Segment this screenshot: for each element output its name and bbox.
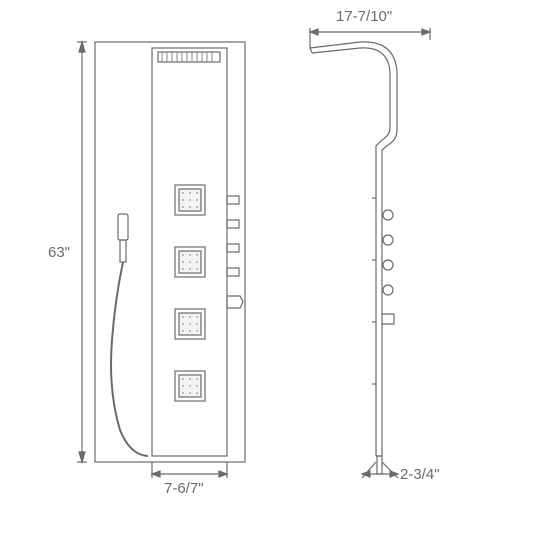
handheld-shower	[111, 214, 148, 456]
side-body-outline	[310, 42, 397, 456]
technical-drawing: 63" 7-6/7" 17-7/10" 2-3/4"	[0, 0, 533, 533]
top-depth-label: 17-7/10"	[336, 8, 392, 25]
front-outer-box	[95, 42, 245, 462]
side-view	[310, 28, 430, 478]
height-label: 63"	[48, 244, 70, 261]
tub-spout	[227, 296, 243, 308]
drawing-svg	[0, 0, 533, 533]
control-knobs	[227, 196, 239, 276]
body-jets	[175, 185, 205, 401]
side-width-label: 2-3/4"	[400, 466, 440, 483]
front-width-label: 7-6/7"	[164, 480, 204, 497]
